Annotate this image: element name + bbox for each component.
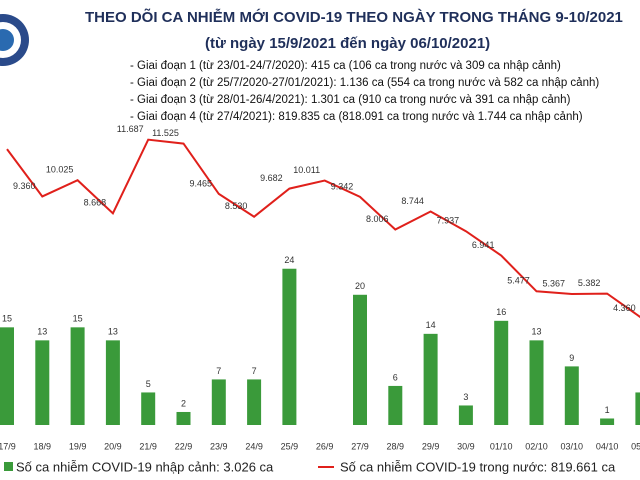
value-label: 8.744	[401, 196, 424, 206]
chart-subtitle: (từ ngày 15/9/2021 đến ngày 06/10/2021)	[205, 35, 490, 52]
value-label: 9.342	[331, 181, 354, 191]
bar	[388, 385, 403, 425]
bar	[247, 379, 262, 425]
x-tick-label: 29/9	[422, 441, 440, 451]
x-tick-label: 18/9	[34, 441, 52, 451]
bar	[35, 340, 50, 425]
value-label: 9	[569, 353, 574, 363]
x-tick-label: 04/10	[596, 441, 619, 451]
x-tick-label: 05/10	[631, 441, 640, 451]
value-label: 11.687	[117, 124, 144, 134]
value-label: 16	[496, 307, 506, 317]
value-label: 9.360	[13, 181, 36, 191]
annotation: - Giai đoạn 2 (từ 25/7/2020-27/01/2021):…	[130, 77, 599, 89]
value-label: 5.477	[507, 276, 530, 286]
x-tick-label: 17/9	[0, 441, 16, 451]
value-label: 15	[2, 314, 12, 324]
x-tick-label: 30/9	[457, 441, 475, 451]
bar	[105, 340, 120, 425]
bar	[211, 379, 226, 425]
bar	[635, 392, 640, 425]
value-label: 10.011	[293, 165, 320, 175]
x-tick-label: 01/10	[490, 441, 513, 451]
value-label: 2	[181, 398, 186, 408]
bar	[494, 320, 509, 425]
bar	[176, 411, 191, 425]
value-label: 6	[393, 372, 398, 382]
value-label: 11.525	[152, 128, 179, 138]
x-tick-label: 19/9	[69, 441, 87, 451]
x-tick-label: 03/10	[561, 441, 584, 451]
logo	[0, 14, 29, 66]
value-label: 9.682	[260, 173, 283, 183]
value-label: 5	[146, 379, 151, 389]
bar	[70, 327, 85, 425]
bar	[423, 333, 438, 425]
x-tick-label: 21/9	[139, 441, 157, 451]
x-tick-label: 26/9	[316, 441, 334, 451]
value-label: 4.360	[613, 303, 636, 313]
value-label: 13	[531, 327, 541, 337]
legend-label: Số ca nhiễm COVID-19 nhập cảnh: 3.026 ca	[16, 459, 274, 474]
value-label: 13	[37, 327, 47, 337]
value-label: 8.668	[84, 198, 107, 208]
value-label: 8.530	[225, 201, 248, 211]
value-label: 5.367	[543, 278, 566, 288]
x-tick-label: 20/9	[104, 441, 122, 451]
x-tick-label: 25/9	[281, 441, 299, 451]
bar	[458, 405, 473, 425]
value-label: 15	[73, 314, 83, 324]
x-tick-label: 27/9	[351, 441, 369, 451]
legend-swatch	[4, 462, 13, 471]
value-label: 13	[108, 327, 118, 337]
x-tick-label: 23/9	[210, 441, 228, 451]
x-tick-label: 02/10	[525, 441, 548, 451]
x-tick-label: 22/9	[175, 441, 193, 451]
bar	[353, 294, 367, 425]
value-label: 7	[252, 366, 257, 376]
value-label: 14	[426, 320, 436, 330]
value-label: 20	[355, 281, 365, 291]
chart-title: THEO DÕI CA NHIỄM MỚI COVID-19 THEO NGÀY…	[85, 8, 623, 26]
value-label: 9.465	[190, 178, 213, 188]
x-tick-label: 28/9	[387, 441, 405, 451]
value-label: 24	[284, 255, 294, 265]
line	[6, 138, 640, 319]
bar	[282, 268, 297, 425]
bar	[529, 340, 544, 425]
value-label: 3	[463, 392, 468, 402]
value-label: 7	[216, 366, 221, 376]
bar	[0, 327, 14, 425]
value-label: 5.382	[578, 278, 601, 288]
annotation: - Giai đoạn 3 (từ 28/01-26/4/2021): 1.30…	[130, 94, 571, 106]
value-label: 1	[605, 405, 610, 415]
bar	[600, 418, 615, 425]
value-label: 10.025	[46, 165, 74, 175]
legend-label: Số ca nhiễm COVID-19 trong nước: 819.661…	[340, 459, 616, 474]
value-label: 7.937	[437, 216, 460, 226]
value-label: 8.006	[366, 214, 389, 224]
bar	[141, 392, 156, 425]
annotation: - Giai đoạn 1 (từ 23/01-24/7/2020): 415 …	[130, 60, 561, 72]
bar	[564, 366, 579, 425]
annotation: - Giai đoạn 4 (từ 27/4/2021): 819.835 ca…	[130, 111, 583, 123]
value-label: 6.941	[472, 240, 495, 250]
x-tick-label: 24/9	[245, 441, 263, 451]
